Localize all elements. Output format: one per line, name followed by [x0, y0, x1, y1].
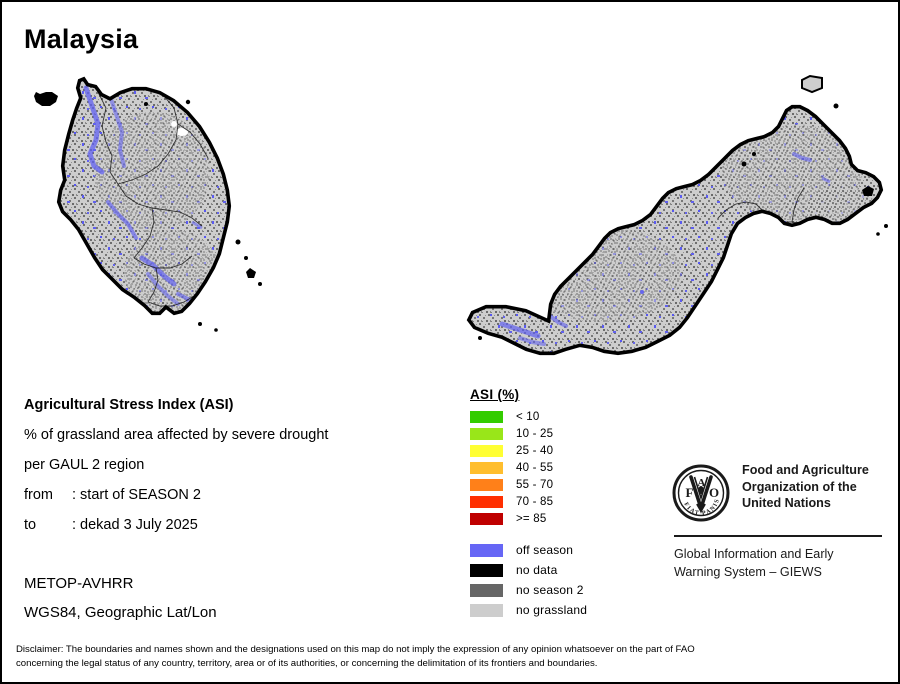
legend-item-0: < 10 [470, 408, 640, 425]
map-description: Agricultural Stress Index (ASI) % of gra… [24, 390, 444, 540]
map-source-info: METOP-AVHRR WGS84, Geographic Lat/Lon [24, 569, 444, 627]
legend-label: 25 - 40 [516, 444, 554, 457]
legend-item-3: 40 - 55 [470, 459, 640, 476]
description-heading: Agricultural Stress Index (ASI) [24, 397, 234, 413]
legend-swatch-icon [470, 444, 503, 457]
legend-item-6: >= 85 [470, 510, 640, 527]
legend-label: 70 - 85 [516, 495, 554, 508]
fao-name-line-2: Organization of the [742, 479, 857, 494]
legend-title: ASI (%) [470, 387, 520, 402]
description-line-2: % of grassland area affected by severe d… [24, 427, 329, 443]
period-from: from : start of SEASON 2 [24, 480, 444, 510]
legend-swatch-icon [470, 583, 503, 597]
fao-branding: F A O FIAT PANIS Food and Agriculture Or… [672, 462, 887, 581]
legend-status-no-season-2: no season 2 [470, 580, 640, 600]
svg-text:A: A [697, 477, 705, 489]
disclaimer-line-1: Disclaimer: The boundaries and names sho… [16, 644, 695, 655]
description-line-3: per GAUL 2 region [24, 457, 145, 473]
borneo-coastline [466, 104, 884, 356]
legend-swatch-icon [470, 410, 503, 423]
legend-status-no-data: no data [470, 560, 640, 580]
period-to: to : dekad 3 July 2025 [24, 510, 444, 540]
legend-item-4: 55 - 70 [470, 476, 640, 493]
period-from-label: from [24, 487, 53, 503]
legend-label: 10 - 25 [516, 427, 554, 440]
legend-item-2: 25 - 40 [470, 442, 640, 459]
period-to-label: to [24, 517, 37, 533]
legend-item-1: 10 - 25 [470, 425, 640, 442]
projection-label: WGS84, Geographic Lat/Lon [24, 604, 217, 621]
legend-status-off-season: off season [470, 540, 640, 560]
legend-label: no season 2 [516, 583, 584, 597]
fao-name-line-3: United Nations [742, 496, 831, 510]
legend-swatch-icon [470, 461, 503, 474]
legend-swatch-icon [470, 495, 503, 508]
map-legend: ASI (%) < 10 10 - 25 25 - 40 40 - 55 55 … [470, 387, 640, 620]
legend-status-no-grassland: no grassland [470, 600, 640, 620]
legend-swatch-icon [470, 543, 503, 557]
legend-spacer [470, 527, 640, 540]
legend-swatch-icon [470, 478, 503, 491]
legend-label: 40 - 55 [516, 461, 554, 474]
fao-organization-name: Food and Agriculture Organization of the… [742, 462, 869, 512]
page-title: Malaysia [24, 24, 139, 54]
legend-swatch-icon [470, 512, 503, 525]
sensor-label: METOP-AVHRR [24, 575, 134, 592]
legend-label: 55 - 70 [516, 478, 554, 491]
island-langkawi [34, 92, 58, 106]
giews-line-1: Global Information and Early [674, 547, 834, 561]
disclaimer-line-2: concerning the legal status of any count… [16, 658, 598, 669]
map-canvas [2, 62, 898, 372]
disclaimer: Disclaimer: The boundaries and names sho… [16, 643, 888, 671]
fao-logo-icon: F A O FIAT PANIS [672, 464, 730, 527]
giews-name: Global Information and Early Warning Sys… [674, 546, 887, 581]
peninsula-coastline [56, 76, 232, 316]
legend-label: no data [516, 563, 558, 577]
legend-swatch-icon [470, 427, 503, 440]
svg-text:O: O [709, 485, 719, 500]
legend-label: no grassland [516, 603, 588, 617]
legend-swatch-icon [470, 563, 503, 577]
period-from-value: : start of SEASON 2 [72, 487, 201, 503]
legend-swatch-icon [470, 603, 503, 617]
fao-divider [674, 535, 882, 537]
legend-label: off season [516, 543, 574, 557]
svg-text:F: F [686, 485, 694, 500]
giews-line-2: Warning System – GIEWS [674, 564, 822, 579]
period-to-value: : dekad 3 July 2025 [72, 517, 198, 533]
fao-name-line-1: Food and Agriculture [742, 463, 869, 477]
legend-label: >= 85 [516, 512, 547, 525]
legend-label: < 10 [516, 410, 540, 423]
legend-item-5: 70 - 85 [470, 493, 640, 510]
